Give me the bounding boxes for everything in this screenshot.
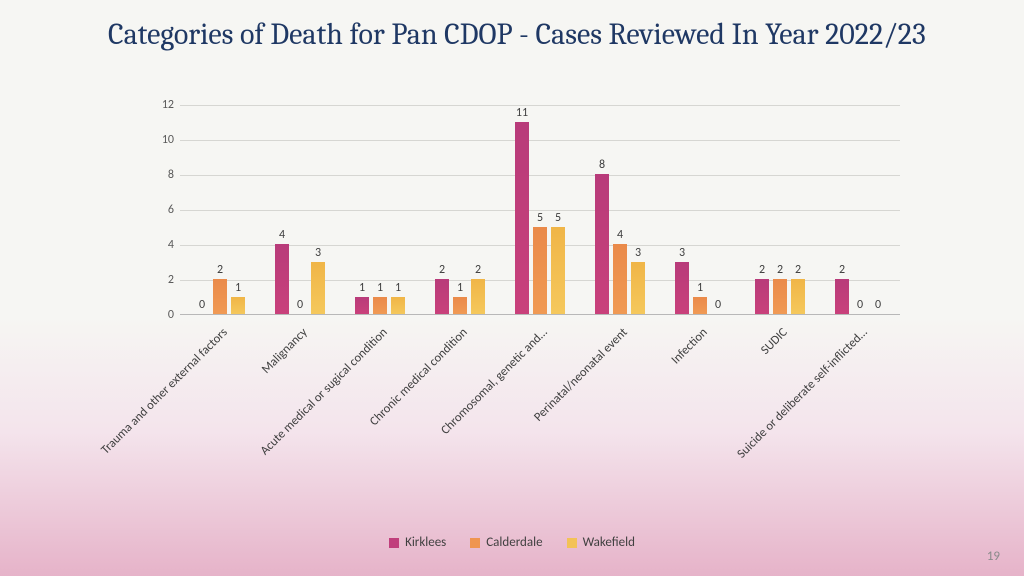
y-tick-label: 10 [150, 133, 174, 147]
square-icon [389, 538, 399, 548]
bar-value-label: 3 [674, 246, 690, 260]
bar-value-label: 2 [434, 263, 450, 277]
bar-value-label: 2 [470, 263, 486, 277]
grid-line [180, 175, 900, 176]
page-number: 19 [987, 549, 1000, 564]
y-tick-label: 8 [150, 168, 174, 182]
bar-value-label: 8 [594, 158, 610, 172]
y-tick-label: 4 [150, 238, 174, 252]
bar-value-label: 4 [274, 228, 290, 242]
category-label: Malignancy [159, 325, 311, 477]
bar [373, 297, 387, 315]
plot-region: 0246810120214031112121155843310222200 [180, 105, 900, 315]
category-label: Perinatal/neonatal event [479, 325, 631, 477]
bar [773, 279, 787, 314]
grid-line [180, 140, 900, 141]
bar-value-label: 3 [310, 246, 326, 260]
legend-label: Calderdale [486, 535, 542, 550]
bar [391, 297, 405, 315]
bar [355, 297, 369, 315]
legend-label: Wakefield [583, 535, 635, 550]
bar-value-label: 1 [230, 281, 246, 295]
legend-item-wakefield: Wakefield [567, 535, 635, 550]
bar-value-label: 5 [532, 211, 548, 225]
bar [435, 279, 449, 314]
bar-value-label: 0 [292, 298, 308, 312]
bar [471, 279, 485, 314]
bar-value-label: 1 [372, 281, 388, 295]
bar [311, 262, 325, 315]
page-title: Categories of Death for Pan CDOP - Cases… [108, 18, 938, 53]
bar [791, 279, 805, 314]
bar [275, 244, 289, 314]
y-tick-label: 12 [150, 98, 174, 112]
bar-value-label: 3 [630, 246, 646, 260]
bar-value-label: 0 [194, 298, 210, 312]
bar-value-label: 2 [790, 263, 806, 277]
bar-value-label: 5 [550, 211, 566, 225]
legend: Kirklees Calderdale Wakefield [0, 535, 1024, 550]
category-label: Chromosomal, genetic and… [399, 325, 551, 477]
y-tick-label: 0 [150, 308, 174, 322]
bar-value-label: 0 [710, 298, 726, 312]
bar [595, 174, 609, 314]
bar-value-label: 1 [452, 281, 468, 295]
bar-value-label: 2 [754, 263, 770, 277]
chart: 0246810120214031112121155843310222200 Tr… [150, 105, 900, 340]
bar-value-label: 2 [834, 263, 850, 277]
legend-item-kirklees: Kirklees [389, 535, 446, 550]
bar [213, 279, 227, 314]
category-label: Suicide or deliberate self-inflicted… [719, 325, 871, 477]
category-label: Chronic medical condition [319, 325, 471, 477]
bar [755, 279, 769, 314]
bar [693, 297, 707, 315]
bar-value-label: 0 [852, 298, 868, 312]
category-label: Acute medical or sugical condition [239, 325, 391, 477]
bar-value-label: 2 [212, 263, 228, 277]
bar [231, 297, 245, 315]
bar [835, 279, 849, 314]
bar-value-label: 1 [354, 281, 370, 295]
y-tick-label: 6 [150, 203, 174, 217]
bar [631, 262, 645, 315]
bar [551, 227, 565, 315]
square-icon [567, 538, 577, 548]
y-tick-label: 2 [150, 273, 174, 287]
category-label: SUDIC [639, 325, 791, 477]
bar-value-label: 4 [612, 228, 628, 242]
category-label: Trauma and other external factors [79, 325, 231, 477]
grid-line [180, 105, 900, 106]
bar [515, 122, 529, 315]
legend-label: Kirklees [405, 535, 446, 550]
bar [675, 262, 689, 315]
legend-item-calderdale: Calderdale [470, 535, 542, 550]
bar-value-label: 1 [390, 281, 406, 295]
bar [533, 227, 547, 315]
bar [613, 244, 627, 314]
bar-value-label: 11 [514, 106, 530, 120]
bar-value-label: 0 [870, 298, 886, 312]
bar-value-label: 2 [772, 263, 788, 277]
category-label: Infection [559, 325, 711, 477]
bar [453, 297, 467, 315]
square-icon [470, 538, 480, 548]
bar-value-label: 1 [692, 281, 708, 295]
